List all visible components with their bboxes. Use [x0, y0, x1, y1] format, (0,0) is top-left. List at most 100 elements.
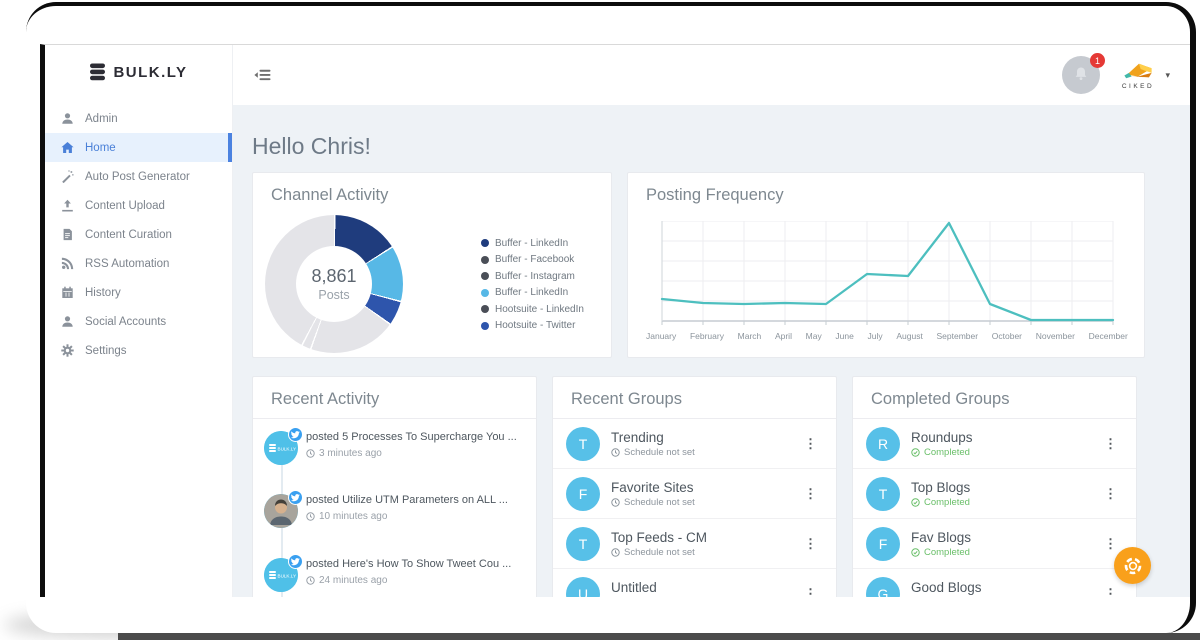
calendar-icon — [62, 286, 73, 298]
legend-label: Hootsuite - LinkedIn — [495, 303, 584, 315]
legend-item[interactable]: Hootsuite - Twitter — [481, 318, 584, 335]
device-frame: BULK.LY Admin Home Auto Post Generator C… — [26, 2, 1196, 633]
group-row[interactable]: T Trending Schedule not set ⋮ — [553, 419, 836, 469]
legend-item[interactable]: Buffer - LinkedIn — [481, 235, 584, 252]
activity-text: posted 5 Processes To Supercharge You ..… — [306, 431, 517, 443]
wand-icon — [62, 170, 74, 183]
sidebar-item-admin[interactable]: Admin — [45, 104, 232, 133]
group-row[interactable]: T Top Blogs Completed ⋮ — [853, 469, 1136, 519]
group-status: Schedule not set — [624, 546, 695, 558]
kebab-menu-icon[interactable]: ⋮ — [1104, 436, 1117, 451]
help-button[interactable] — [1114, 547, 1151, 584]
group-avatar: T — [566, 426, 600, 461]
app-logo-text: BULK.LY — [113, 64, 188, 81]
group-name: Roundups — [911, 429, 973, 445]
group-name: Trending — [611, 429, 664, 445]
svg-text:BULK.LY: BULK.LY — [278, 446, 297, 451]
group-name: Good Blogs — [911, 579, 982, 595]
axis-tick-label: February — [689, 331, 724, 341]
legend-item[interactable]: Hootsuite - LinkedIn — [481, 301, 584, 318]
sidebar-item-auto-post-generator[interactable]: Auto Post Generator — [45, 162, 232, 191]
app-logo[interactable]: BULK.LY — [45, 63, 232, 82]
sidebar-item-label: Home — [85, 141, 116, 154]
group-status: Schedule not set — [624, 446, 695, 458]
donut-center-label: Posts — [318, 288, 350, 302]
activity-time: 24 minutes ago — [319, 575, 388, 586]
x-axis-labels: January February March April May June Ju… — [646, 331, 1128, 341]
group-row[interactable]: G Good Blogs Completed ⋮ — [853, 569, 1136, 597]
group-name: Top Feeds - CM — [611, 529, 708, 545]
legend-item[interactable]: Buffer - Instagram — [481, 268, 584, 285]
bell-icon — [1075, 67, 1087, 80]
group-row[interactable]: R Roundups Completed ⋮ — [853, 419, 1136, 469]
kebab-menu-icon[interactable]: ⋮ — [804, 586, 817, 597]
group-row[interactable]: T Top Feeds - CM Schedule not set ⋮ — [553, 519, 836, 569]
legend-label: Buffer - LinkedIn — [495, 237, 569, 249]
account-switcher[interactable]: CIKED ▾ — [1120, 61, 1170, 90]
donut-chart: 8,861 Posts — [265, 215, 403, 353]
group-name: Favorite Sites — [611, 479, 694, 495]
donut-center: 8,861 Posts — [296, 246, 372, 322]
top-bar: 1 CIKED ▾ — [232, 45, 1190, 105]
group-status: Completed — [924, 546, 970, 558]
group-status: Completed — [924, 446, 970, 458]
group-row[interactable]: F Favorite Sites Schedule not set ⋮ — [553, 469, 836, 519]
kebab-menu-icon[interactable]: ⋮ — [804, 536, 817, 551]
sidebar-item-label: Auto Post Generator — [85, 170, 190, 183]
kebab-menu-icon[interactable]: ⋮ — [1104, 586, 1117, 597]
axis-tick-label: June — [835, 331, 854, 341]
legend-item[interactable]: Buffer - LinkedIn — [481, 285, 584, 302]
sidebar-item-history[interactable]: History — [45, 278, 232, 307]
kebab-menu-icon[interactable]: ⋮ — [804, 486, 817, 501]
twitter-icon — [288, 427, 303, 442]
card-title: Posting Frequency — [646, 186, 784, 204]
legend-dot — [481, 239, 489, 248]
group-status: Completed — [924, 597, 970, 598]
brand-logo-icon — [1124, 63, 1152, 78]
legend-dot — [481, 321, 489, 330]
activity-item[interactable]: BULK.LY posted Here's How To Show Tweet … — [253, 554, 536, 592]
check-circle-icon — [911, 447, 920, 457]
group-status: Completed — [924, 496, 970, 508]
sidebar: BULK.LY Admin Home Auto Post Generator C… — [45, 45, 232, 597]
group-name: Top Blogs — [911, 479, 971, 495]
recent-groups-card: Recent Groups T Trending Schedule not se… — [552, 376, 837, 597]
sidebar-item-social-accounts[interactable]: Social Accounts — [45, 307, 232, 336]
axis-tick-label: July — [867, 331, 883, 341]
check-circle-icon — [911, 547, 920, 557]
group-avatar: F — [566, 476, 600, 511]
sidebar-item-label: RSS Automation — [85, 257, 170, 270]
kebab-menu-icon[interactable]: ⋮ — [1104, 536, 1117, 551]
twitter-icon — [288, 554, 303, 569]
group-avatar: R — [866, 426, 900, 461]
check-circle-icon — [911, 497, 920, 507]
sidebar-item-settings[interactable]: Settings — [45, 336, 232, 365]
notifications-button[interactable]: 1 — [1062, 53, 1105, 94]
legend-label: Hootsuite - Twitter — [495, 320, 576, 332]
legend-item[interactable]: Buffer - Facebook — [481, 252, 584, 269]
activity-item[interactable]: BULK.LY posted 5 Processes To Supercharg… — [253, 427, 536, 465]
sidebar-item-rss-automation[interactable]: RSS Automation — [45, 249, 232, 278]
sidebar-item-home[interactable]: Home — [45, 133, 232, 162]
notification-badge: 1 — [1090, 53, 1105, 68]
sidebar-menu: Admin Home Auto Post Generator Content U… — [45, 104, 232, 365]
activity-text: posted Utilize UTM Parameters on ALL ... — [306, 494, 508, 506]
sidebar-item-content-curation[interactable]: Content Curation — [45, 220, 232, 249]
axis-tick-label: August — [896, 331, 923, 341]
group-row[interactable]: U Untitled Schedule not set ⋮ — [553, 569, 836, 597]
sidebar-item-label: History — [85, 286, 121, 299]
group-status: Schedule not set — [624, 496, 695, 508]
group-status: Schedule not set — [624, 597, 695, 598]
group-row[interactable]: F Fav Blogs Completed ⋮ — [853, 519, 1136, 569]
kebab-menu-icon[interactable]: ⋮ — [1104, 486, 1117, 501]
menu-fold-icon[interactable] — [254, 69, 271, 81]
chevron-down-icon: ▾ — [1165, 69, 1170, 80]
line-chart — [660, 221, 1115, 325]
device-base-strip — [118, 633, 1200, 640]
sidebar-item-content-upload[interactable]: Content Upload — [45, 191, 232, 220]
clock-icon — [306, 449, 315, 458]
kebab-menu-icon[interactable]: ⋮ — [804, 436, 817, 451]
clock-icon — [611, 497, 620, 507]
activity-item[interactable]: posted Utilize UTM Parameters on ALL ...… — [253, 490, 536, 528]
activity-text: posted Here's How To Show Tweet Cou ... — [306, 558, 512, 570]
